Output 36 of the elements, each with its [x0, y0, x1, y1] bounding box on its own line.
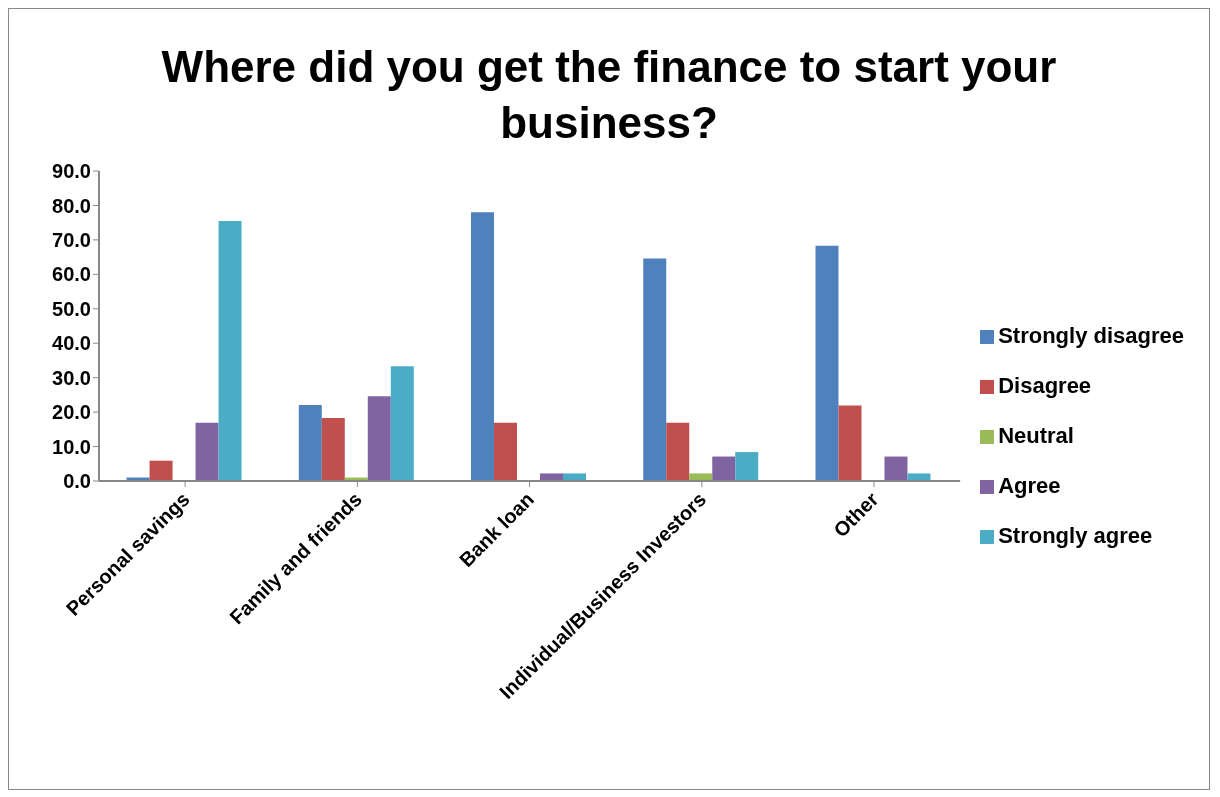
bar	[907, 473, 931, 481]
bar	[471, 212, 495, 481]
y-tick-label: 60.0	[52, 263, 91, 286]
legend-label: Agree	[998, 473, 1061, 498]
bar	[838, 405, 862, 481]
bar	[390, 366, 414, 481]
chart-title: Where did you get the finance to start your business?	[160, 41, 1058, 149]
bar	[298, 404, 322, 481]
legend-label: Strongly agree	[998, 523, 1153, 548]
y-tick-label: 10.0	[52, 435, 91, 458]
legend-label: Strongly disagree	[998, 323, 1184, 348]
y-tick-label: 40.0	[52, 332, 91, 355]
legend-label: Disagree	[998, 373, 1092, 398]
bar	[666, 422, 690, 481]
y-tick-label: 0.0	[63, 470, 91, 493]
bar	[735, 452, 759, 481]
bar	[321, 417, 345, 481]
y-tick-label: 90.0	[52, 160, 91, 183]
bar	[815, 245, 839, 481]
y-tick-label: 50.0	[52, 297, 91, 320]
bar	[712, 456, 736, 481]
y-tick-label: 80.0	[52, 194, 91, 217]
y-tick-label: 20.0	[52, 401, 91, 424]
bar	[884, 456, 908, 481]
bar	[195, 422, 219, 481]
bar	[218, 220, 242, 481]
bar	[563, 473, 587, 481]
bar	[643, 258, 667, 481]
bar	[149, 460, 173, 481]
bar	[689, 473, 713, 481]
y-tick-label: 30.0	[52, 366, 91, 389]
legend-label: Neutral	[998, 423, 1074, 448]
bar	[540, 473, 564, 481]
y-tick-label: 70.0	[52, 228, 91, 251]
bar	[494, 422, 518, 481]
bar	[367, 396, 391, 481]
